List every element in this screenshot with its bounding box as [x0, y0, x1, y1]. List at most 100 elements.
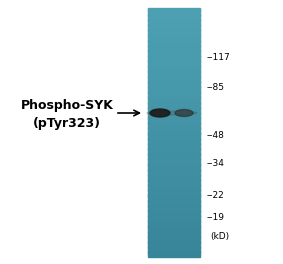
Text: (kD): (kD): [210, 232, 229, 241]
Bar: [148, 155, 200, 157]
Bar: [148, 219, 200, 220]
Bar: [148, 91, 200, 93]
Bar: [148, 111, 200, 113]
Bar: [148, 255, 200, 257]
Bar: [148, 14, 200, 16]
Bar: [148, 203, 200, 204]
Bar: [148, 164, 200, 166]
Bar: [148, 172, 200, 173]
Bar: [148, 214, 200, 216]
Bar: [148, 163, 200, 165]
Bar: [148, 131, 200, 133]
Text: --85: --85: [207, 82, 225, 92]
Bar: [148, 224, 200, 225]
Bar: [148, 84, 200, 85]
Bar: [148, 96, 200, 98]
Bar: [148, 190, 200, 192]
Bar: [148, 215, 200, 217]
Bar: [148, 123, 200, 125]
Bar: [148, 208, 200, 209]
Bar: [148, 249, 200, 250]
Bar: [148, 58, 200, 59]
Bar: [148, 134, 200, 136]
Bar: [148, 44, 200, 46]
Bar: [148, 218, 200, 219]
Bar: [148, 64, 200, 65]
Bar: [148, 121, 200, 122]
Bar: [148, 66, 200, 68]
Bar: [148, 50, 200, 52]
Bar: [148, 150, 200, 152]
Bar: [148, 68, 200, 69]
Bar: [148, 216, 200, 218]
Bar: [148, 114, 200, 115]
Bar: [148, 73, 200, 74]
Bar: [148, 154, 200, 156]
Bar: [148, 149, 200, 151]
Bar: [148, 77, 200, 79]
Bar: [148, 231, 200, 233]
Bar: [148, 147, 200, 149]
Bar: [148, 171, 200, 172]
Bar: [148, 159, 200, 161]
Bar: [148, 246, 200, 248]
Bar: [148, 251, 200, 253]
Bar: [148, 132, 200, 134]
Bar: [148, 187, 200, 188]
Bar: [148, 153, 200, 155]
Text: --34: --34: [207, 158, 225, 167]
Bar: [148, 53, 200, 54]
Bar: [148, 15, 200, 17]
Bar: [148, 23, 200, 25]
Text: --48: --48: [207, 130, 225, 139]
Bar: [148, 128, 200, 130]
Bar: [148, 28, 200, 30]
Bar: [148, 199, 200, 201]
Bar: [148, 182, 200, 183]
Bar: [148, 137, 200, 139]
Bar: [148, 60, 200, 62]
Bar: [148, 200, 200, 202]
Bar: [148, 80, 200, 82]
Bar: [148, 138, 200, 140]
Bar: [148, 46, 200, 48]
Bar: [148, 169, 200, 171]
Bar: [148, 235, 200, 237]
Bar: [148, 112, 200, 114]
Bar: [148, 106, 200, 108]
Bar: [148, 139, 200, 141]
Bar: [148, 133, 200, 135]
Bar: [148, 18, 200, 20]
Bar: [148, 179, 200, 181]
Bar: [148, 118, 200, 120]
Bar: [148, 120, 200, 121]
Bar: [148, 157, 200, 159]
Bar: [148, 11, 200, 12]
Bar: [148, 95, 200, 97]
Bar: [148, 168, 200, 170]
Bar: [148, 45, 200, 47]
Bar: [148, 250, 200, 252]
Bar: [148, 65, 200, 67]
Bar: [148, 237, 200, 239]
Bar: [148, 117, 200, 119]
Bar: [148, 244, 200, 245]
Bar: [148, 229, 200, 230]
Bar: [148, 90, 200, 92]
Bar: [148, 101, 200, 103]
Bar: [148, 56, 200, 58]
Bar: [148, 136, 200, 138]
Bar: [148, 198, 200, 200]
Bar: [148, 226, 200, 228]
Bar: [148, 241, 200, 243]
Bar: [148, 19, 200, 21]
Bar: [148, 39, 200, 41]
Bar: [148, 174, 200, 176]
Bar: [148, 102, 200, 104]
Bar: [148, 105, 200, 106]
Bar: [148, 130, 200, 131]
Bar: [148, 247, 200, 249]
Bar: [148, 220, 200, 222]
Bar: [148, 142, 200, 144]
Bar: [148, 48, 200, 49]
